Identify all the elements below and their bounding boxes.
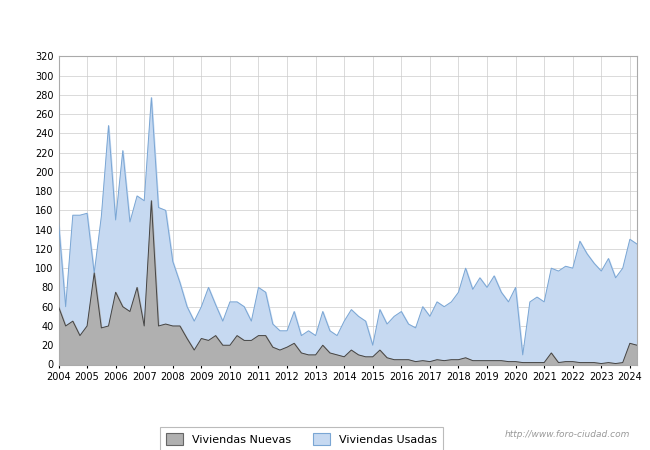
Text: http://www.foro-ciudad.com: http://www.foro-ciudad.com bbox=[505, 430, 630, 439]
Text: Yecla - Evolucion del Nº de Transacciones Inmobiliarias: Yecla - Evolucion del Nº de Transaccione… bbox=[98, 16, 552, 31]
Legend: Viviendas Nuevas, Viviendas Usadas: Viviendas Nuevas, Viviendas Usadas bbox=[159, 427, 443, 450]
